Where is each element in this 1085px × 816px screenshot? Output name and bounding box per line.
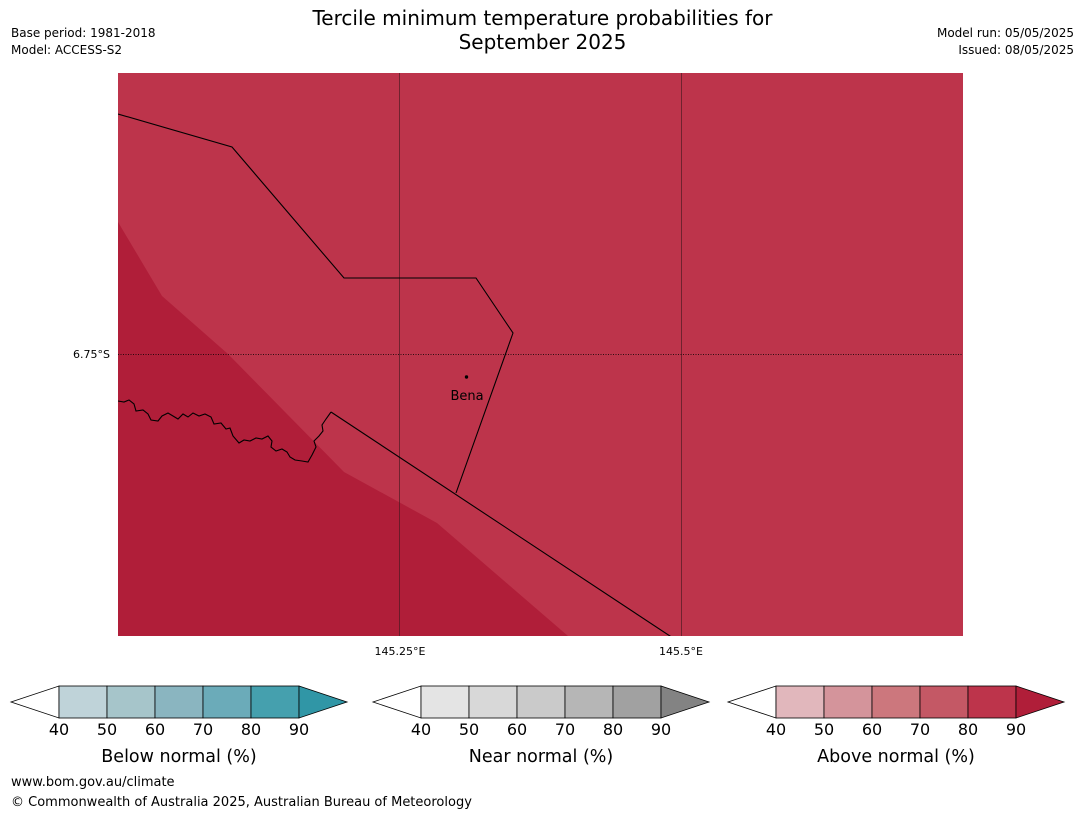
colorbar-tick-label: 80 xyxy=(958,720,978,739)
province-boundary-south xyxy=(330,411,671,636)
colorbar-segment xyxy=(58,685,108,719)
colorbar-segment xyxy=(823,685,873,719)
colorbar-tick-label: 50 xyxy=(97,720,117,739)
colorbar-segment xyxy=(516,685,566,719)
colorbar-arrow-high xyxy=(298,685,349,719)
colorbar-arrow-low xyxy=(726,685,777,719)
colorbar-title: Below normal (%) xyxy=(101,747,256,767)
colorbar-tick-label: 70 xyxy=(193,720,213,739)
colorbar-segment xyxy=(154,685,204,719)
colorbar-title: Near normal (%) xyxy=(469,747,614,767)
chart-title: Tercile minimum temperature probabilitie… xyxy=(0,6,1085,54)
footer-url: www.bom.gov.au/climate xyxy=(11,775,175,790)
colorbar-arrow-low xyxy=(371,685,422,719)
lon-tick-label-1: 145.25°E xyxy=(375,645,426,658)
colorbar-segment xyxy=(106,685,156,719)
colorbar-segment xyxy=(468,685,518,719)
colorbar-segment xyxy=(250,685,300,719)
meta-right: Model run: 05/05/2025 Issued: 08/05/2025 xyxy=(937,25,1074,59)
title-line-1: Tercile minimum temperature probabilitie… xyxy=(312,6,773,30)
issued-date: Issued: 08/05/2025 xyxy=(958,43,1074,57)
colorbar-tick-label: 50 xyxy=(459,720,479,739)
model-run: Model run: 05/05/2025 xyxy=(936,26,1074,40)
province-boundary-north xyxy=(118,113,514,494)
colorbar-tick-label: 60 xyxy=(507,720,527,739)
colorbar-tick-label: 90 xyxy=(289,720,309,739)
colorbar-segment xyxy=(564,685,614,719)
colorbar-tick-label: 40 xyxy=(766,720,786,739)
colorbar-tick-label: 60 xyxy=(145,720,165,739)
colorbar-title: Above normal (%) xyxy=(817,747,975,767)
meta-left: Base period: 1981-2018 Model: ACCESS-S2 xyxy=(11,25,156,59)
colorbar-segment xyxy=(202,685,252,719)
colorbar-1: 40 50 60 70 80 90 Below normal (%) xyxy=(9,685,349,767)
colorbar-segment xyxy=(967,685,1017,719)
colorbar-tick-label: 40 xyxy=(411,720,431,739)
colorbar-segment xyxy=(775,685,825,719)
lon-tick-label-2: 145.5°E xyxy=(659,645,703,658)
base-period: Base period: 1981-2018 xyxy=(11,26,156,40)
title-line-2: September 2025 xyxy=(458,30,627,54)
colorbar-tick-label: 70 xyxy=(555,720,575,739)
colorbar-tick-label: 80 xyxy=(603,720,623,739)
colorbar-tick-label: 80 xyxy=(241,720,261,739)
footer-copyright: © Commonwealth of Australia 2025, Austra… xyxy=(11,795,472,810)
colorbar-tick-label: 90 xyxy=(651,720,671,739)
colorbar-segment xyxy=(871,685,921,719)
colorbar-arrow-high xyxy=(660,685,711,719)
colorbar-arrow-high xyxy=(1015,685,1066,719)
colorbar-3: 40 50 60 70 80 90 Above normal (%) xyxy=(726,685,1066,767)
model-name: Model: ACCESS-S2 xyxy=(11,43,123,57)
colorbar-arrow-low xyxy=(9,685,60,719)
place-marker-dot xyxy=(464,375,469,379)
colorbar-segment xyxy=(420,685,470,719)
colorbar-tick-label: 40 xyxy=(49,720,69,739)
place-name-label: Bena xyxy=(450,389,483,404)
colorbar-segment xyxy=(919,685,969,719)
colorbar-2: 40 50 60 70 80 90 Near normal (%) xyxy=(371,685,711,767)
colorbar-tick-label: 50 xyxy=(814,720,834,739)
colorbar-tick-label: 60 xyxy=(862,720,882,739)
colorbar-segment xyxy=(612,685,662,719)
colorbar-tick-label: 90 xyxy=(1006,720,1026,739)
map-area-80-90 xyxy=(118,222,568,636)
colorbar-tick-label: 70 xyxy=(910,720,930,739)
lat-tick-label: 6.75°S xyxy=(73,348,110,361)
map-figure: Bena 6.75°S 145.25°E 145.5°E 40 50 60 70 80 9… xyxy=(9,73,1066,767)
river-coastline xyxy=(118,399,332,463)
